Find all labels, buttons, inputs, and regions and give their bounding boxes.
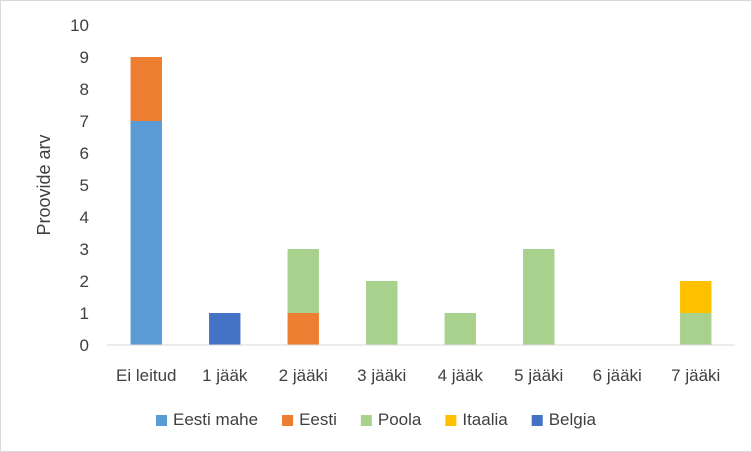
x-tick-label-2-jaaki: 2 jääki bbox=[279, 366, 328, 385]
bar-2-jaaki-poola bbox=[287, 249, 319, 313]
legend-swatch-poola bbox=[360, 415, 372, 426]
y-tick-label-9: 9 bbox=[80, 48, 89, 67]
x-tick-label-3-jaaki: 3 jääki bbox=[357, 366, 406, 385]
x-axis-ticks: Ei leitud 1 jääk 2 jääki 3 jääki 4 jääk 5 jää… bbox=[116, 366, 720, 385]
y-tick-label-1: 1 bbox=[80, 304, 89, 323]
bar-5-jaaki-poola bbox=[523, 249, 555, 345]
x-tick-label-7-jaaki: 7 jääki bbox=[671, 366, 720, 385]
y-tick-label-0: 0 bbox=[80, 336, 89, 355]
x-tick-label-1-jaak: 1 jääk bbox=[202, 366, 248, 385]
x-tick-label-6-jaaki: 6 jääki bbox=[593, 366, 642, 385]
legend-item-eesti-mahe: Eesti mahe bbox=[156, 410, 258, 429]
bar-1-jaak-belgia bbox=[209, 313, 241, 345]
legend-item-poola: Poola bbox=[360, 410, 422, 429]
y-tick-label-5: 5 bbox=[80, 176, 89, 195]
bar-2-jaaki-eesti bbox=[287, 313, 319, 345]
bars bbox=[130, 57, 712, 345]
y-tick-label-10: 10 bbox=[70, 16, 89, 35]
y-tick-label-6: 6 bbox=[80, 144, 89, 163]
y-tick-label-7: 7 bbox=[80, 112, 89, 131]
bar-ei-leitud-eesti bbox=[130, 57, 162, 121]
y-tick-label-4: 4 bbox=[80, 208, 89, 227]
y-tick-label-2: 2 bbox=[80, 272, 89, 291]
y-tick-label-8: 8 bbox=[80, 80, 89, 99]
y-axis-title: Proovide arv bbox=[34, 134, 54, 235]
y-axis-ticks: 0 1 2 3 4 5 6 7 8 9 10 bbox=[70, 16, 89, 355]
legend-item-belgia: Belgia bbox=[531, 410, 597, 429]
legend-swatch-belgia bbox=[531, 415, 543, 426]
bar-4-jaak-poola bbox=[444, 313, 476, 345]
bar-ei-leitud-eesti-mahe bbox=[130, 121, 162, 345]
legend-label-belgia: Belgia bbox=[549, 410, 597, 429]
legend-label-eesti-mahe: Eesti mahe bbox=[173, 410, 258, 429]
legend-swatch-eesti bbox=[282, 415, 294, 426]
legend-label-eesti: Eesti bbox=[299, 410, 337, 429]
x-tick-label-4-jaak: 4 jääk bbox=[438, 366, 484, 385]
legend-swatch-eesti-mahe bbox=[156, 415, 168, 426]
legend-label-poola: Poola bbox=[378, 410, 422, 429]
bar-3-jaaki-poola bbox=[366, 281, 398, 345]
bar-7-jaaki-itaalia bbox=[680, 281, 712, 313]
legend-item-itaalia: Itaalia bbox=[445, 410, 508, 429]
x-tick-label-5-jaaki: 5 jääki bbox=[514, 366, 563, 385]
y-tick-label-3: 3 bbox=[80, 240, 89, 259]
legend-item-eesti: Eesti bbox=[282, 410, 337, 429]
legend: Eesti mahe Eesti Poola Itaalia Belgia bbox=[156, 410, 597, 429]
legend-swatch-itaalia bbox=[445, 415, 457, 426]
bar-7-jaaki-poola bbox=[680, 313, 712, 345]
legend-label-itaalia: Itaalia bbox=[462, 410, 508, 429]
x-tick-label-ei-leitud: Ei leitud bbox=[116, 366, 176, 385]
